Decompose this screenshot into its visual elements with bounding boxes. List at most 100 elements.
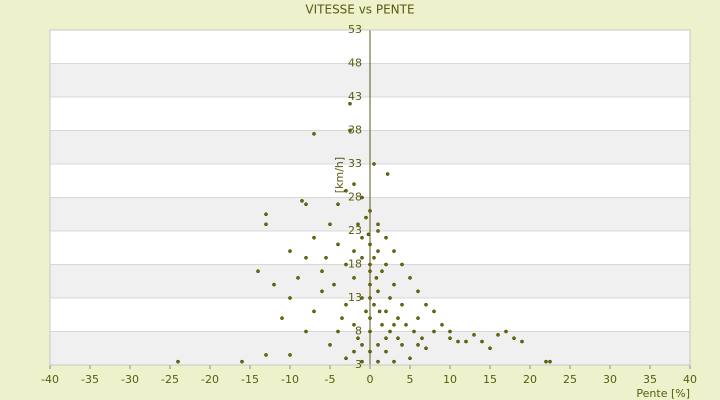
point [404, 322, 408, 327]
y-tick-label: 38 [348, 124, 362, 137]
point [392, 322, 396, 327]
point [372, 255, 376, 260]
point [340, 316, 344, 320]
point [304, 202, 308, 207]
x-tick-label: 35 [643, 373, 657, 386]
y-tick-label: 18 [348, 258, 362, 271]
point [304, 255, 308, 260]
point [376, 249, 380, 253]
point [366, 232, 371, 237]
x-tick-label: 0 [367, 373, 374, 386]
point [408, 356, 412, 361]
point [336, 329, 340, 334]
point [264, 353, 268, 357]
point [352, 349, 356, 354]
y-tick-label: 48 [348, 57, 362, 70]
point [364, 215, 368, 220]
x-tick-label: -20 [201, 373, 219, 386]
point [376, 343, 380, 347]
point [264, 212, 268, 217]
point [392, 249, 396, 253]
point [348, 101, 352, 106]
point [376, 222, 380, 227]
point [408, 276, 412, 280]
x-tick-label: 10 [443, 373, 457, 386]
point [288, 353, 292, 357]
y-tick-label: 23 [348, 224, 362, 237]
point [388, 329, 392, 334]
point [416, 343, 420, 347]
point [412, 329, 416, 334]
point [396, 316, 400, 320]
point [312, 132, 316, 136]
x-tick-label: -35 [81, 373, 99, 386]
point [324, 255, 328, 260]
point [448, 329, 452, 334]
x-tick-label: 15 [483, 373, 497, 386]
point [512, 336, 516, 341]
point [548, 359, 552, 364]
point [424, 346, 428, 351]
point [360, 255, 364, 260]
point [376, 289, 380, 294]
point [288, 249, 292, 253]
point [480, 339, 484, 344]
point [356, 222, 360, 227]
y-tick-label: 13 [348, 291, 362, 304]
point [400, 302, 404, 307]
point [264, 222, 268, 227]
point [488, 346, 492, 351]
point [288, 296, 292, 300]
point [364, 309, 368, 314]
point [380, 269, 384, 274]
point [384, 349, 388, 354]
point [377, 309, 382, 314]
point [368, 209, 372, 213]
point [344, 302, 348, 307]
x-tick-label: 30 [603, 373, 617, 386]
point [368, 282, 372, 287]
point [300, 199, 304, 203]
x-tick-label: 25 [563, 373, 577, 386]
point [520, 339, 524, 344]
point [360, 195, 364, 200]
point [240, 359, 244, 364]
point [384, 262, 388, 267]
y-tick-label: 33 [348, 157, 362, 170]
point [176, 359, 180, 364]
point [432, 329, 436, 334]
point [344, 356, 348, 361]
point [368, 316, 372, 320]
plot-border [49, 29, 691, 366]
point [332, 282, 336, 287]
point [374, 276, 379, 280]
x-tick-label: 20 [523, 373, 537, 386]
point [336, 202, 340, 207]
point [368, 262, 372, 267]
plot-area [49, 29, 691, 369]
point [504, 329, 508, 334]
chart-title: VITESSE vs PENTE [305, 3, 414, 17]
y-tick-label: 8 [355, 325, 362, 338]
point [312, 235, 316, 240]
point [296, 276, 300, 280]
point [472, 333, 476, 337]
x-tick-label: -10 [281, 373, 299, 386]
x-tick-label: -15 [241, 373, 259, 386]
x-tick-label: -25 [161, 373, 179, 386]
point [336, 242, 340, 247]
point [384, 336, 388, 341]
point [376, 229, 380, 233]
point [328, 222, 332, 227]
x-tick-label: -40 [41, 373, 59, 386]
point [368, 349, 372, 354]
point [448, 336, 452, 341]
point [360, 359, 364, 364]
point [320, 269, 324, 274]
point [384, 235, 388, 240]
x-tick-label: -30 [121, 373, 139, 386]
point [352, 249, 356, 253]
y-axis-label: [km/h] [333, 157, 346, 193]
point [360, 235, 364, 240]
